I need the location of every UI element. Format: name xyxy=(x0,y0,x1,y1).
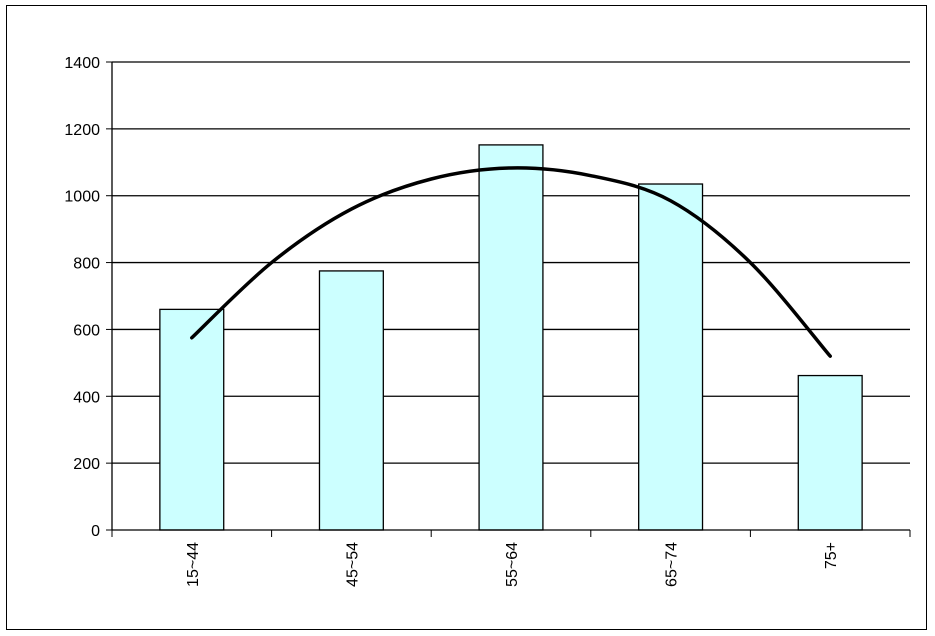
y-tick-label: 1000 xyxy=(64,189,100,206)
x-tick-label: 65~74 xyxy=(664,542,681,587)
trendline xyxy=(190,166,832,358)
y-tick-labels: 0 200 400 600 800 1000 1200 1400 xyxy=(64,55,100,540)
bar-15~44 xyxy=(159,308,225,531)
x-tick-label: 45~54 xyxy=(344,542,361,587)
bar-75+ xyxy=(797,374,863,531)
x-tick-labels: 15~44 45~54 55~64 65~74 75+ xyxy=(185,542,840,587)
y-tick-label: 400 xyxy=(73,389,100,406)
y-tick-label: 0 xyxy=(91,523,100,540)
bar-chart: 0 200 400 600 800 1000 1200 1400 15~44 45~54 55~6… xyxy=(64,55,911,587)
bar-55~64 xyxy=(478,144,544,531)
x-tick-label: 15~44 xyxy=(185,542,202,587)
bar-65~74 xyxy=(638,183,704,531)
y-tick-label: 1200 xyxy=(64,122,100,139)
bars xyxy=(159,144,863,531)
x-tick-label: 55~64 xyxy=(504,542,521,587)
y-tick-label: 800 xyxy=(73,256,100,273)
x-tick-label: 75+ xyxy=(823,542,840,569)
y-tick-label: 200 xyxy=(73,456,100,473)
axes xyxy=(106,61,911,537)
y-tick-label: 600 xyxy=(73,322,100,339)
trendline-group xyxy=(190,166,832,358)
bar-45~54 xyxy=(318,270,384,531)
chart-frame: 0 200 400 600 800 1000 1200 1400 15~44 45~54 55~6… xyxy=(6,5,927,630)
y-tick-label: 1400 xyxy=(64,55,100,72)
